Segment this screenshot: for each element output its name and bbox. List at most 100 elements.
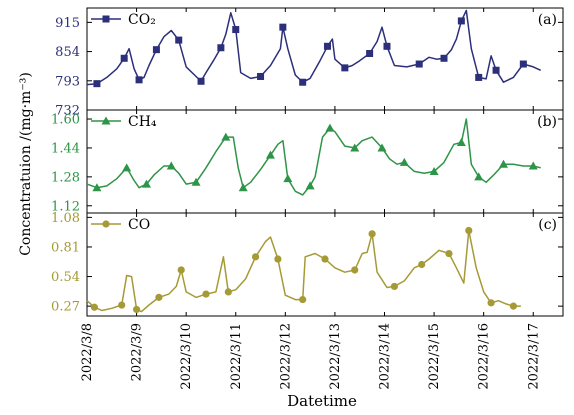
y-tick-label: 1.12: [51, 199, 80, 214]
data-point: [197, 77, 205, 85]
x-tick-label: 2022/3/13: [328, 323, 343, 390]
data-point: [299, 78, 307, 86]
panel-letter: (a): [538, 12, 557, 28]
panel-frame: [86, 109, 564, 214]
y-tick-label: 732: [55, 104, 80, 119]
x-tick-label: 2022/3/8: [80, 323, 95, 381]
data-point: [274, 255, 282, 263]
y-tick-label: 1.28: [51, 170, 80, 185]
y-tick-label: 793: [55, 74, 80, 89]
data-point: [350, 143, 360, 152]
panel-letter: (b): [537, 114, 557, 130]
data-point: [279, 23, 287, 31]
data-point: [122, 163, 132, 172]
data-point: [202, 290, 210, 298]
panel-1: 732 793 854 915 CO₂ (a): [55, 7, 564, 119]
data-point: [238, 183, 248, 192]
y-tick-label: 915: [55, 16, 80, 31]
data-point: [383, 42, 391, 50]
data-point: [265, 150, 275, 159]
data-point: [325, 123, 335, 132]
data-point: [474, 172, 484, 181]
series-line: [86, 118, 541, 196]
data-point: [299, 295, 307, 304]
data-point: [487, 299, 495, 307]
legend-marker: [102, 15, 110, 23]
y-tick-label: 1.08: [51, 211, 80, 226]
x-tick-label: 2022/3/16: [477, 323, 492, 390]
panel-letter: (c): [538, 217, 557, 233]
data-point: [221, 132, 231, 141]
data-point: [257, 72, 265, 80]
data-point: [519, 60, 527, 68]
data-point: [132, 305, 141, 314]
data-point: [93, 80, 101, 88]
data-point: [92, 183, 102, 192]
chart-panels: 732 793 854 915 CO₂ (a) 1.12 1.28 1.44 1.60 CH₄ (b)…: [51, 7, 564, 317]
data-point: [166, 161, 176, 170]
data-point: [217, 44, 225, 52]
data-point: [456, 138, 466, 147]
data-point: [457, 17, 465, 25]
data-point: [224, 288, 232, 296]
data-point: [251, 253, 260, 261]
data-point: [429, 166, 439, 175]
x-axis-label: Datetime: [287, 392, 357, 410]
data-point: [175, 36, 183, 44]
data-point: [135, 76, 143, 84]
data-point: [152, 46, 160, 54]
y-tick-label: 0.81: [51, 240, 80, 255]
y-tick-label: 1.60: [51, 113, 80, 128]
data-point: [492, 66, 500, 74]
data-point: [323, 42, 331, 50]
y-tick-label: 0.27: [51, 300, 80, 315]
data-point: [377, 143, 387, 152]
data-point: [351, 266, 359, 274]
y-axis-label: Concentratuion /(mg·m⁻³): [18, 72, 34, 256]
data-point: [232, 26, 240, 34]
data-point: [366, 49, 374, 57]
panel-frame: [86, 212, 564, 317]
data-point: [390, 282, 399, 291]
data-point: [415, 60, 423, 68]
data-point: [283, 174, 293, 183]
data-point: [305, 181, 315, 190]
data-point: [475, 73, 483, 81]
data-point: [445, 249, 453, 258]
x-tick-label: 2022/3/17: [526, 323, 541, 390]
legend-label: CO: [128, 217, 150, 233]
data-point: [418, 260, 426, 269]
legend-marker: [101, 116, 111, 125]
x-tick-label: 2022/3/14: [378, 323, 393, 390]
data-point: [120, 54, 128, 62]
data-point: [191, 177, 201, 186]
y-tick-label: 1.44: [51, 141, 80, 156]
data-point: [368, 230, 376, 238]
legend-label: CH₄: [128, 114, 157, 130]
panel-3: 0.27 0.54 0.81 1.08 CO (c): [51, 211, 564, 317]
x-tick-label: 2022/3/9: [130, 323, 145, 381]
series-line: [86, 9, 542, 86]
legend-label: CO₂: [128, 12, 156, 28]
x-tick-label: 2022/3/15: [427, 323, 442, 390]
data-point: [90, 303, 99, 311]
x-axis: 2022/3/8 2022/3/9 2022/3/10 2022/3/11 2022/3…: [80, 323, 541, 390]
data-point: [321, 255, 329, 263]
data-point: [155, 293, 163, 301]
panel-2: 1.12 1.28 1.44 1.60 CH₄ (b): [51, 109, 564, 214]
data-point: [399, 157, 409, 166]
x-tick-label: 2022/3/10: [179, 323, 194, 390]
y-tick-label: 854: [55, 45, 80, 60]
data-point: [341, 64, 349, 72]
x-tick-label: 2022/3/12: [278, 323, 293, 390]
data-point: [142, 179, 151, 188]
data-point: [177, 266, 185, 274]
legend-marker: [102, 220, 110, 228]
data-point: [440, 54, 448, 62]
data-point: [465, 226, 473, 235]
data-point: [509, 302, 518, 310]
data-point: [528, 161, 538, 170]
data-point: [499, 159, 508, 168]
data-point: [118, 301, 126, 309]
